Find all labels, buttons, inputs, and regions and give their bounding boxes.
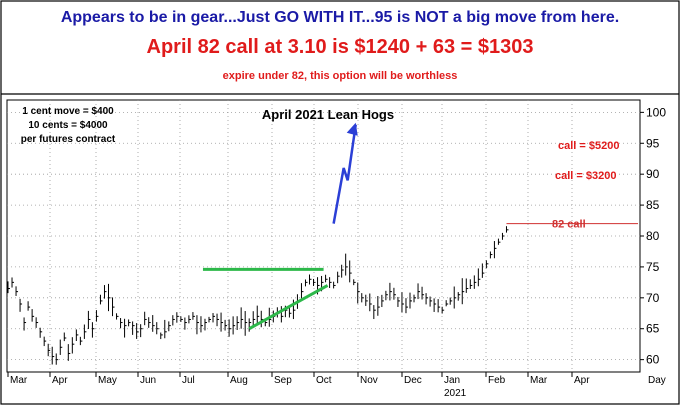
y-tick-label: 95	[646, 136, 660, 150]
y-tick-label: 70	[646, 291, 660, 305]
grid	[7, 100, 640, 372]
note-line-2: 10 cents = $4000	[28, 120, 108, 131]
x-tick-label: Aug	[230, 375, 248, 386]
projection-arrowhead	[346, 122, 358, 136]
headline: Appears to be in gear...Just GO WITH IT.…	[60, 9, 620, 26]
y-tick-label: 75	[646, 260, 660, 274]
x-tick-label: Apr	[574, 375, 590, 386]
annotations: 82 call call = $5200 call = $3200	[202, 122, 638, 331]
x-tick-label: Mar	[530, 375, 548, 386]
y-tick-label: 60	[646, 353, 660, 367]
note-line-1: 1 cent move = $400	[22, 106, 114, 117]
price-series	[7, 226, 509, 365]
x-tick-label: Apr	[52, 375, 68, 386]
support-trendline	[248, 284, 329, 331]
trade-line: April 82 call at 3.10 is $1240 + 63 = $1…	[146, 36, 534, 58]
strike-label: 82 call	[552, 219, 586, 231]
x-axis-unit: Day	[648, 375, 666, 386]
y-axis: 100 95 90 85 80 75 70 65 60	[640, 105, 666, 367]
x-tick-label: Dec	[404, 375, 422, 386]
x-axis: Mar Apr May Jun Jul Aug Sep Oct Nov Dec Jan Feb Mar A…	[7, 372, 666, 399]
x-tick-label: Jan	[444, 375, 460, 386]
expire-note: expire under 82, this option will be wor…	[222, 70, 458, 82]
x-tick-label: Nov	[360, 375, 378, 386]
y-tick-label: 90	[646, 167, 660, 181]
x-tick-label: Mar	[10, 375, 28, 386]
y-tick-label: 85	[646, 198, 660, 212]
note-line-3: per futures contract	[21, 134, 116, 145]
x-tick-label: Oct	[316, 375, 332, 386]
chart-title: April 2021 Lean Hogs	[262, 107, 394, 122]
x-tick-label: Sep	[274, 375, 292, 386]
projection-path	[332, 124, 357, 224]
x-tick-label: Jun	[140, 375, 156, 386]
call-mid-label: call = $3200	[555, 170, 616, 182]
call-high-label: call = $5200	[558, 140, 619, 152]
y-tick-label: 80	[646, 229, 660, 243]
year-label: 2021	[444, 388, 467, 399]
x-tick-label: Feb	[488, 375, 506, 386]
x-tick-label: May	[98, 375, 117, 386]
y-tick-label: 100	[646, 105, 666, 119]
y-tick-label: 65	[646, 322, 660, 336]
x-tick-label: Jul	[182, 375, 195, 386]
